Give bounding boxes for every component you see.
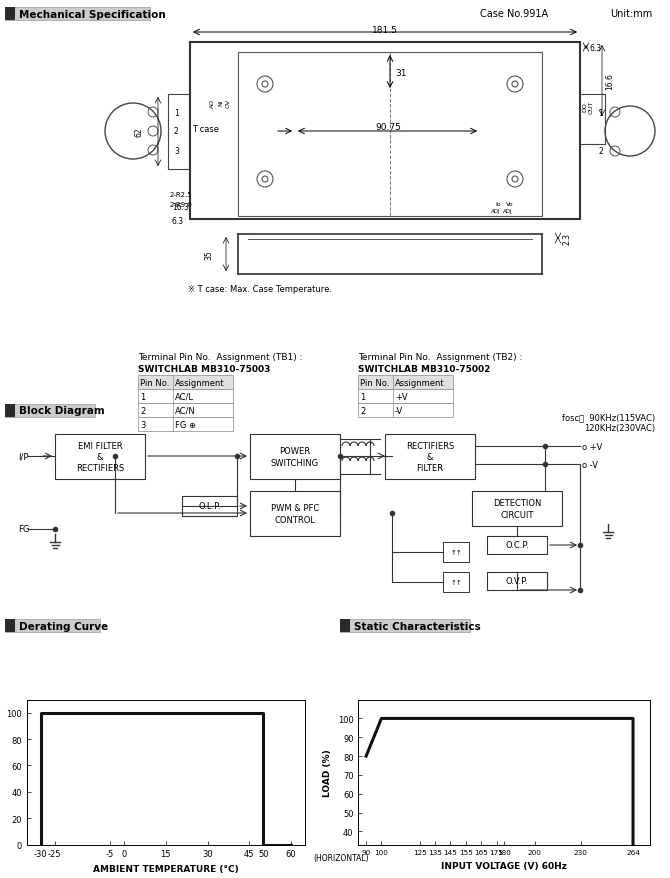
Bar — [358, 404, 453, 418]
Text: 2-R2.5: 2-R2.5 — [170, 191, 193, 198]
Text: 62: 62 — [135, 127, 144, 137]
Bar — [250, 435, 340, 479]
Text: Pin No.: Pin No. — [140, 378, 170, 387]
Bar — [358, 390, 453, 404]
Bar — [472, 492, 562, 527]
Text: -V: -V — [395, 406, 403, 415]
Text: OUT: OUT — [589, 100, 594, 113]
Bar — [443, 543, 469, 563]
Bar — [250, 492, 340, 536]
Text: AO: AO — [210, 98, 215, 107]
Bar — [358, 376, 453, 390]
Text: 31: 31 — [395, 68, 407, 77]
Text: 6.3: 6.3 — [172, 216, 184, 226]
Text: 6.3: 6.3 — [589, 43, 601, 53]
Text: Static Characteristics: Static Characteristics — [354, 621, 481, 630]
Bar — [138, 418, 233, 431]
Bar — [385, 435, 475, 479]
Text: DETECTION
CIRCUIT: DETECTION CIRCUIT — [493, 499, 541, 519]
Text: FG: FG — [18, 525, 29, 534]
Text: Assignment: Assignment — [395, 378, 445, 387]
Text: 1: 1 — [598, 108, 603, 118]
Text: 2: 2 — [174, 127, 179, 136]
Text: 35: 35 — [204, 250, 213, 260]
Text: Vo: Vo — [507, 201, 514, 206]
X-axis label: AMBIENT TEMPERATURE (°C): AMBIENT TEMPERATURE (°C) — [93, 864, 239, 873]
Text: Derating Curve: Derating Curve — [19, 621, 108, 630]
Bar — [5, 619, 100, 632]
Text: fosc：  90KHz(115VAC): fosc： 90KHz(115VAC) — [562, 413, 655, 422]
Text: Case No.991A: Case No.991A — [480, 9, 548, 19]
Text: o +V: o +V — [582, 442, 602, 451]
Text: DO: DO — [582, 102, 587, 112]
Text: 2.3: 2.3 — [562, 233, 571, 245]
Bar — [340, 619, 350, 632]
Text: ↑↑: ↑↑ — [450, 579, 462, 586]
Bar — [5, 8, 150, 21]
Text: SWITCHLAB MB310-75002: SWITCHLAB MB310-75002 — [358, 365, 490, 374]
Bar — [5, 405, 95, 418]
Text: 2: 2 — [140, 406, 145, 415]
Text: T case: T case — [192, 125, 219, 133]
Text: Terminal Pin No.  Assignment (TB2) :: Terminal Pin No. Assignment (TB2) : — [358, 353, 523, 362]
Text: OV: OV — [226, 98, 231, 107]
Text: 2: 2 — [598, 148, 603, 156]
Text: RECTIFIERS
&
FILTER: RECTIFIERS & FILTER — [406, 442, 454, 472]
Text: 1: 1 — [174, 108, 179, 118]
Text: Pin No.: Pin No. — [360, 378, 389, 387]
Text: 90.75: 90.75 — [375, 124, 401, 133]
Bar — [487, 536, 547, 554]
Text: Terminal Pin No.  Assignment (TB1) :: Terminal Pin No. Assignment (TB1) : — [138, 353, 302, 362]
Text: Io: Io — [495, 201, 501, 206]
Text: 3: 3 — [174, 147, 179, 155]
Text: O.C.P.: O.C.P. — [505, 541, 529, 550]
Bar — [443, 572, 469, 593]
Text: Assignment: Assignment — [175, 378, 224, 387]
Text: PWM & PFC
CONTROL: PWM & PFC CONTROL — [271, 504, 319, 524]
Text: 1: 1 — [140, 392, 145, 401]
Text: NI: NI — [218, 99, 223, 106]
Text: Block Diagram: Block Diagram — [19, 406, 105, 416]
Text: O.L.P.: O.L.P. — [198, 502, 221, 511]
Text: ↑↑: ↑↑ — [450, 550, 462, 556]
Bar — [138, 376, 233, 390]
Text: o -V: o -V — [582, 460, 598, 469]
Bar — [5, 405, 15, 418]
Bar — [487, 572, 547, 590]
Y-axis label: LOAD (%): LOAD (%) — [324, 748, 332, 796]
Text: 181.5: 181.5 — [372, 25, 398, 34]
Text: 2: 2 — [360, 406, 365, 415]
Bar — [5, 8, 15, 21]
Bar — [138, 390, 233, 404]
Text: 120KHz(230VAC): 120KHz(230VAC) — [584, 423, 655, 432]
Text: ※ T case: Max. Case Temperature.: ※ T case: Max. Case Temperature. — [188, 285, 332, 294]
Text: Unit:mm: Unit:mm — [610, 9, 653, 19]
Text: ADJ: ADJ — [503, 208, 513, 213]
Text: POWER
SWITCHING: POWER SWITCHING — [271, 447, 319, 467]
Text: O.V.P.: O.V.P. — [506, 577, 529, 586]
Text: +V: +V — [395, 392, 407, 401]
Bar — [5, 619, 15, 632]
Bar — [340, 619, 470, 632]
Text: SWITCHLAB MB310-75003: SWITCHLAB MB310-75003 — [138, 365, 271, 374]
Text: ADJ: ADJ — [491, 208, 500, 213]
Text: FG ⊕: FG ⊕ — [175, 420, 196, 429]
Bar — [138, 404, 233, 418]
Text: 2-R9.0: 2-R9.0 — [170, 202, 193, 208]
X-axis label: INPUT VOLTAGE (V) 60Hz: INPUT VOLTAGE (V) 60Hz — [442, 861, 567, 870]
Text: 16.3: 16.3 — [172, 204, 189, 212]
Text: 1: 1 — [360, 392, 365, 401]
Bar — [182, 496, 237, 516]
Text: (HORIZONTAL): (HORIZONTAL) — [313, 853, 369, 862]
Text: 16.6: 16.6 — [605, 74, 614, 90]
Text: AC/L: AC/L — [175, 392, 194, 401]
Text: EMI FILTER
&
RECTIFIERS: EMI FILTER & RECTIFIERS — [76, 442, 124, 472]
Text: 3: 3 — [140, 420, 145, 429]
Text: I/P: I/P — [18, 452, 29, 461]
Bar — [55, 435, 145, 479]
Text: Mechanical Specification: Mechanical Specification — [19, 10, 165, 19]
Text: AC/N: AC/N — [175, 406, 196, 415]
